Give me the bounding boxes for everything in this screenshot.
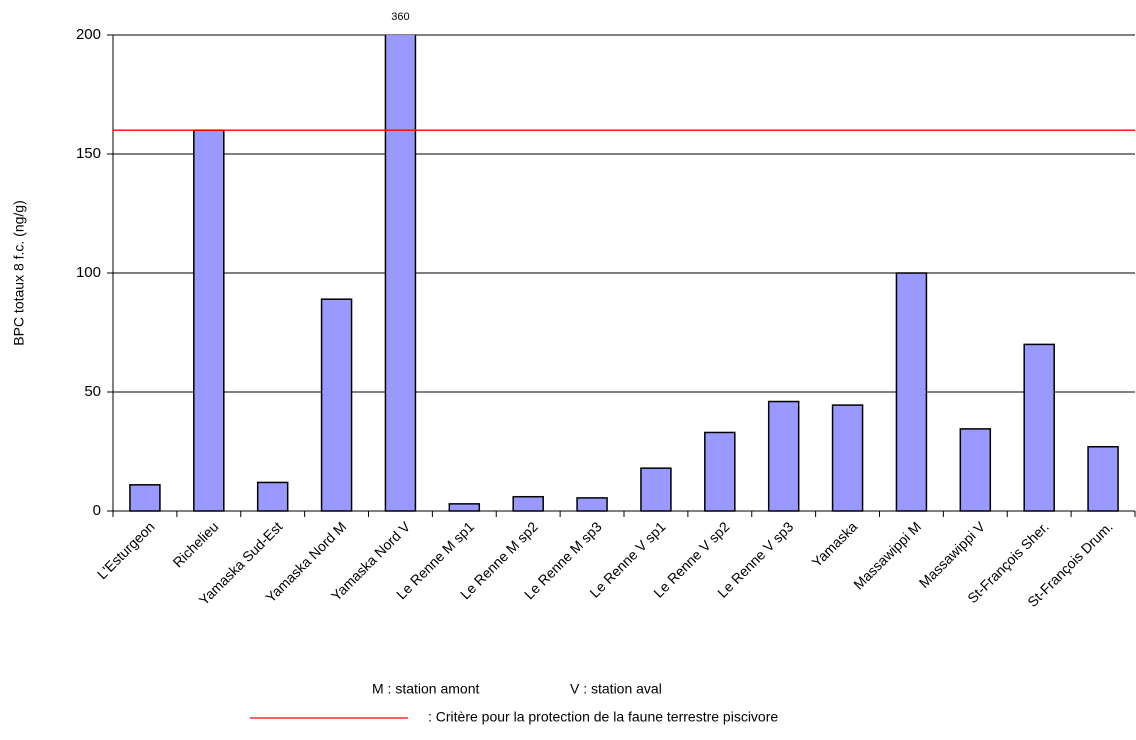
bar bbox=[1087, 445, 1119, 512]
bar bbox=[831, 404, 864, 512]
bar bbox=[959, 428, 992, 512]
y-tick-label: 50 bbox=[84, 383, 101, 400]
bar bbox=[895, 272, 928, 512]
bar bbox=[193, 129, 225, 512]
bar bbox=[384, 35, 417, 512]
reference-legend-label: : Critère pour la protection de la faune… bbox=[428, 709, 778, 725]
bar bbox=[640, 467, 672, 512]
bar bbox=[512, 495, 544, 512]
bar bbox=[448, 503, 481, 512]
bar bbox=[256, 481, 289, 512]
data-label: 360 bbox=[391, 11, 409, 23]
y-axis-label: BPC totaux 8 f.c. (ng/g) bbox=[11, 200, 27, 346]
bar bbox=[767, 400, 800, 512]
y-tick-label: 0 bbox=[93, 502, 101, 519]
plot-area bbox=[129, 35, 1119, 512]
x-tick-label: L'Esturgeon bbox=[94, 518, 158, 582]
x-tick-label: Massawippi M bbox=[850, 518, 924, 592]
x-tick-label: Massawippi V bbox=[916, 518, 989, 591]
bar bbox=[704, 431, 736, 512]
note: V : station aval bbox=[570, 681, 662, 697]
note: M : station amont bbox=[372, 681, 479, 697]
y-tick-label: 200 bbox=[76, 26, 101, 43]
y-tick-label: 100 bbox=[76, 264, 101, 281]
bar bbox=[1023, 343, 1055, 512]
bar bbox=[576, 497, 608, 512]
bar bbox=[129, 484, 161, 512]
y-tick-label: 150 bbox=[76, 145, 101, 162]
x-tick-label: Richelieu bbox=[170, 518, 222, 570]
bar bbox=[320, 298, 353, 512]
x-tick-label: Yamaska bbox=[808, 518, 860, 570]
